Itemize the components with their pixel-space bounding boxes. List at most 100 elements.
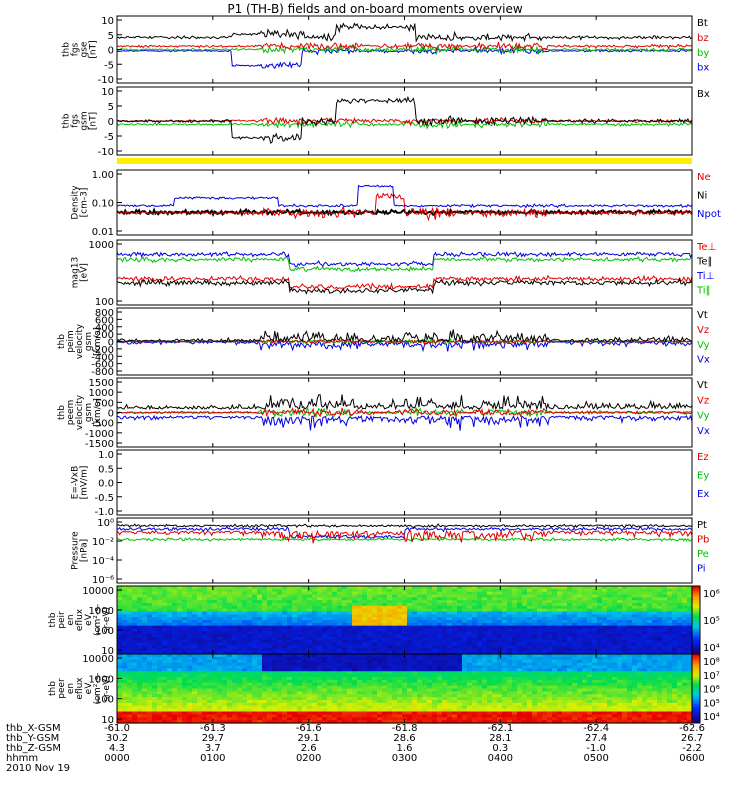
spec-cell xyxy=(377,648,383,652)
spec-cell xyxy=(612,605,618,610)
spec-cell xyxy=(212,600,218,604)
spec-cell xyxy=(212,671,218,675)
spec-cell xyxy=(212,685,218,690)
spec-cell xyxy=(667,639,673,644)
spec-cell xyxy=(462,711,468,715)
spec-cell xyxy=(472,671,478,675)
spec-cell xyxy=(437,617,443,621)
spec-cell xyxy=(307,654,313,658)
spec-cell xyxy=(457,639,463,644)
spec-cell xyxy=(267,682,273,687)
spec-cell xyxy=(312,600,318,604)
spec-cell xyxy=(617,603,623,607)
spec-cell xyxy=(457,671,463,675)
spec-cell xyxy=(262,622,268,627)
spec-cell xyxy=(432,656,438,661)
spec-cell xyxy=(207,656,213,661)
spec-cell xyxy=(247,659,253,664)
spec-cell xyxy=(382,586,388,590)
spec-cell xyxy=(627,591,633,596)
spec-cell xyxy=(302,682,308,687)
spec-cell xyxy=(197,677,203,681)
spec-cell xyxy=(407,656,413,661)
spec-cell xyxy=(277,662,283,667)
spec-cell xyxy=(237,671,243,675)
spec-cell xyxy=(652,591,658,596)
spec-cell xyxy=(677,642,683,647)
spec-cell xyxy=(262,597,268,601)
spec-cell xyxy=(162,586,168,590)
spec-cell xyxy=(417,694,423,698)
spec-cell xyxy=(142,654,148,658)
spec-cell xyxy=(557,608,563,613)
spec-cell xyxy=(227,702,233,707)
spec-cell xyxy=(347,677,353,681)
spec-cell xyxy=(257,594,263,598)
spec-cell xyxy=(302,603,308,607)
spec-cell xyxy=(117,714,123,718)
spec-cell xyxy=(682,645,688,649)
spec-cell xyxy=(152,702,158,707)
spec-cell xyxy=(287,679,293,684)
spec-cell xyxy=(367,688,373,692)
spec-cell xyxy=(152,659,158,664)
spec-cell xyxy=(247,622,253,627)
spec-cell xyxy=(387,588,393,593)
spec-cell xyxy=(287,717,293,721)
spec-cell xyxy=(132,617,138,621)
spec-cell xyxy=(192,682,198,687)
spec-cell xyxy=(282,591,288,596)
spec-cell xyxy=(232,700,238,704)
spec-cell xyxy=(147,668,153,672)
spec-cell xyxy=(282,714,288,718)
spec-cell xyxy=(372,639,378,644)
spec-cell xyxy=(497,654,503,658)
spec-cell xyxy=(522,679,528,684)
spec-cell xyxy=(212,631,218,635)
spec-cell xyxy=(537,608,543,613)
spec-cell xyxy=(157,700,163,704)
spec-cell xyxy=(192,651,198,655)
spec-cell xyxy=(572,591,578,596)
spec-cell xyxy=(357,654,363,658)
spec-cell xyxy=(512,588,518,593)
spec-cell xyxy=(277,697,283,701)
spec-cell xyxy=(217,639,223,644)
y-tick-label: -10 xyxy=(98,75,114,86)
spec-cell xyxy=(427,711,433,715)
spec-cell xyxy=(302,700,308,704)
spec-cell xyxy=(357,603,363,607)
spec-cell xyxy=(127,631,133,635)
spec-cell xyxy=(432,605,438,610)
spec-cell xyxy=(542,625,548,630)
spec-cell xyxy=(152,608,158,613)
spec-cell xyxy=(207,688,213,692)
spec-cell xyxy=(307,645,313,649)
legend-Vy: Vy xyxy=(697,411,710,422)
spec-cell xyxy=(297,688,303,692)
spec-cell xyxy=(307,586,313,590)
spec-cell xyxy=(117,594,123,598)
spec-cell xyxy=(247,631,253,635)
spec-cell xyxy=(457,651,463,655)
spec-cell xyxy=(627,611,633,615)
spec-cell xyxy=(417,697,423,701)
spec-cell xyxy=(427,674,433,678)
spec-cell xyxy=(182,688,188,692)
spec-cell xyxy=(362,594,368,598)
spec-cell xyxy=(477,656,483,661)
spec-cell xyxy=(257,668,263,672)
spec-cell xyxy=(647,622,653,627)
spec-cell xyxy=(262,682,268,687)
spec-cell xyxy=(372,600,378,604)
spec-cell xyxy=(432,617,438,621)
spec-cell xyxy=(382,700,388,704)
spec-cell xyxy=(362,645,368,649)
spec-cell xyxy=(422,656,428,661)
spec-cell xyxy=(192,720,198,724)
spec-cell xyxy=(552,637,558,641)
spec-cell xyxy=(452,620,458,624)
spec-cell xyxy=(387,708,393,713)
spec-cell xyxy=(427,714,433,718)
spec-cell xyxy=(217,605,223,610)
